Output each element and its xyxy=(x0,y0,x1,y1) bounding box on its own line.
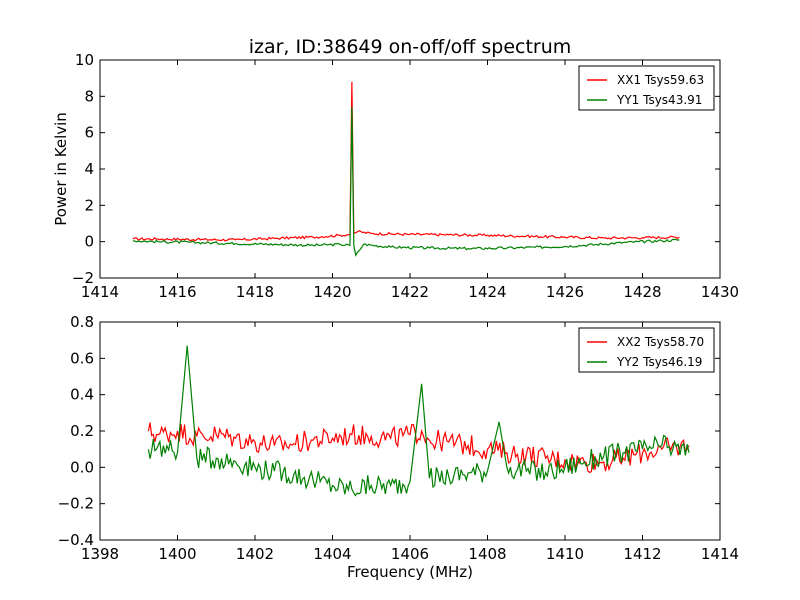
y-tick-label: 4 xyxy=(84,160,94,178)
x-tick-label: 1422 xyxy=(391,283,429,301)
y-tick-label: 8 xyxy=(84,87,94,105)
legend-label: YY1 Tsys43.91 xyxy=(616,93,702,107)
legend: XX1 Tsys59.63 YY1 Tsys43.91 xyxy=(578,65,715,111)
bottom-panel: 1398 1400 1402 1404 1406 1408 1410 1412 1414 −0.4… xyxy=(58,313,740,563)
legend-label: XX2 Tsys58.70 xyxy=(617,335,704,349)
x-tick-label: 1400 xyxy=(158,545,196,563)
y-tick-label: 6 xyxy=(84,124,94,142)
legend: XX2 Tsys58.70 YY2 Tsys46.19 xyxy=(578,327,715,373)
series-line-1-2 xyxy=(132,107,680,258)
x-tick-label: 1410 xyxy=(546,545,584,563)
series-line-1-1 xyxy=(132,81,680,242)
x-tick-label: 1424 xyxy=(468,283,506,301)
legend-box xyxy=(578,65,715,111)
legend-box xyxy=(578,327,715,373)
x-tick-label: 1428 xyxy=(623,283,661,301)
x-tick-label: 1412 xyxy=(623,545,661,563)
x-tick-label: 1398 xyxy=(81,545,119,563)
legend-label: XX1 Tsys59.63 xyxy=(617,73,704,87)
x-tick-label: 1420 xyxy=(313,283,351,301)
series-line-2-1 xyxy=(147,422,690,474)
y-tick-label: 0.0 xyxy=(70,458,94,476)
y-tick-label: 0.4 xyxy=(70,386,94,404)
x-tick-label: 1430 xyxy=(701,283,739,301)
x-axis-label: Frequency (MHz) xyxy=(347,563,473,581)
x-tick-label: 1426 xyxy=(546,283,584,301)
top-panel: 1414 1416 1418 1420 1422 1424 1426 1428 1430 −2 0 2… xyxy=(72,51,739,301)
x-tick-label: 1416 xyxy=(158,283,196,301)
y-tick-label: −0.4 xyxy=(58,531,94,549)
series-line-2-2 xyxy=(147,345,690,497)
y-tick-label: 10 xyxy=(75,51,94,69)
y-tick-label: 0.6 xyxy=(70,349,94,367)
y-tick-label: 0 xyxy=(84,233,94,251)
y-tick-label: 0.2 xyxy=(70,422,94,440)
legend-label: YY2 Tsys46.19 xyxy=(616,355,702,369)
x-tick-label: 1404 xyxy=(313,545,351,563)
y-tick-label: −2 xyxy=(72,269,94,287)
x-tick-label: 1406 xyxy=(391,545,429,563)
x-tick-label: 1414 xyxy=(81,283,119,301)
x-tick-label: 1418 xyxy=(236,283,274,301)
x-tick-label: 1414 xyxy=(701,545,739,563)
chart-title: izar, ID:38649 on-off/off spectrum xyxy=(249,36,572,58)
x-tick-label: 1402 xyxy=(236,545,274,563)
y-tick-label: −0.2 xyxy=(58,495,94,513)
y-tick-label: 2 xyxy=(84,196,94,214)
y-axis-label: Power in Kelvin xyxy=(52,112,70,226)
y-tick-label: 0.8 xyxy=(70,313,94,331)
x-tick-label: 1408 xyxy=(468,545,506,563)
